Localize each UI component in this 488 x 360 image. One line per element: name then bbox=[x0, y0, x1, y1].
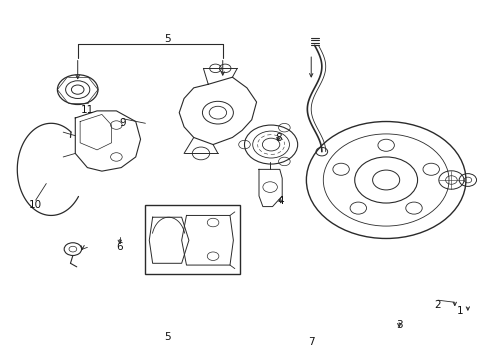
Text: 5: 5 bbox=[163, 332, 170, 342]
Text: 10: 10 bbox=[29, 200, 42, 210]
Text: 1: 1 bbox=[455, 306, 462, 316]
Text: 5: 5 bbox=[163, 34, 170, 44]
Text: 4: 4 bbox=[277, 196, 284, 206]
Text: 6: 6 bbox=[116, 242, 123, 252]
Bar bbox=[145, 205, 239, 274]
Text: 8: 8 bbox=[274, 133, 281, 143]
Text: 3: 3 bbox=[395, 320, 402, 330]
Text: 9: 9 bbox=[119, 118, 126, 128]
Text: 2: 2 bbox=[434, 300, 440, 310]
Text: 11: 11 bbox=[81, 105, 94, 115]
Text: 7: 7 bbox=[307, 337, 314, 347]
